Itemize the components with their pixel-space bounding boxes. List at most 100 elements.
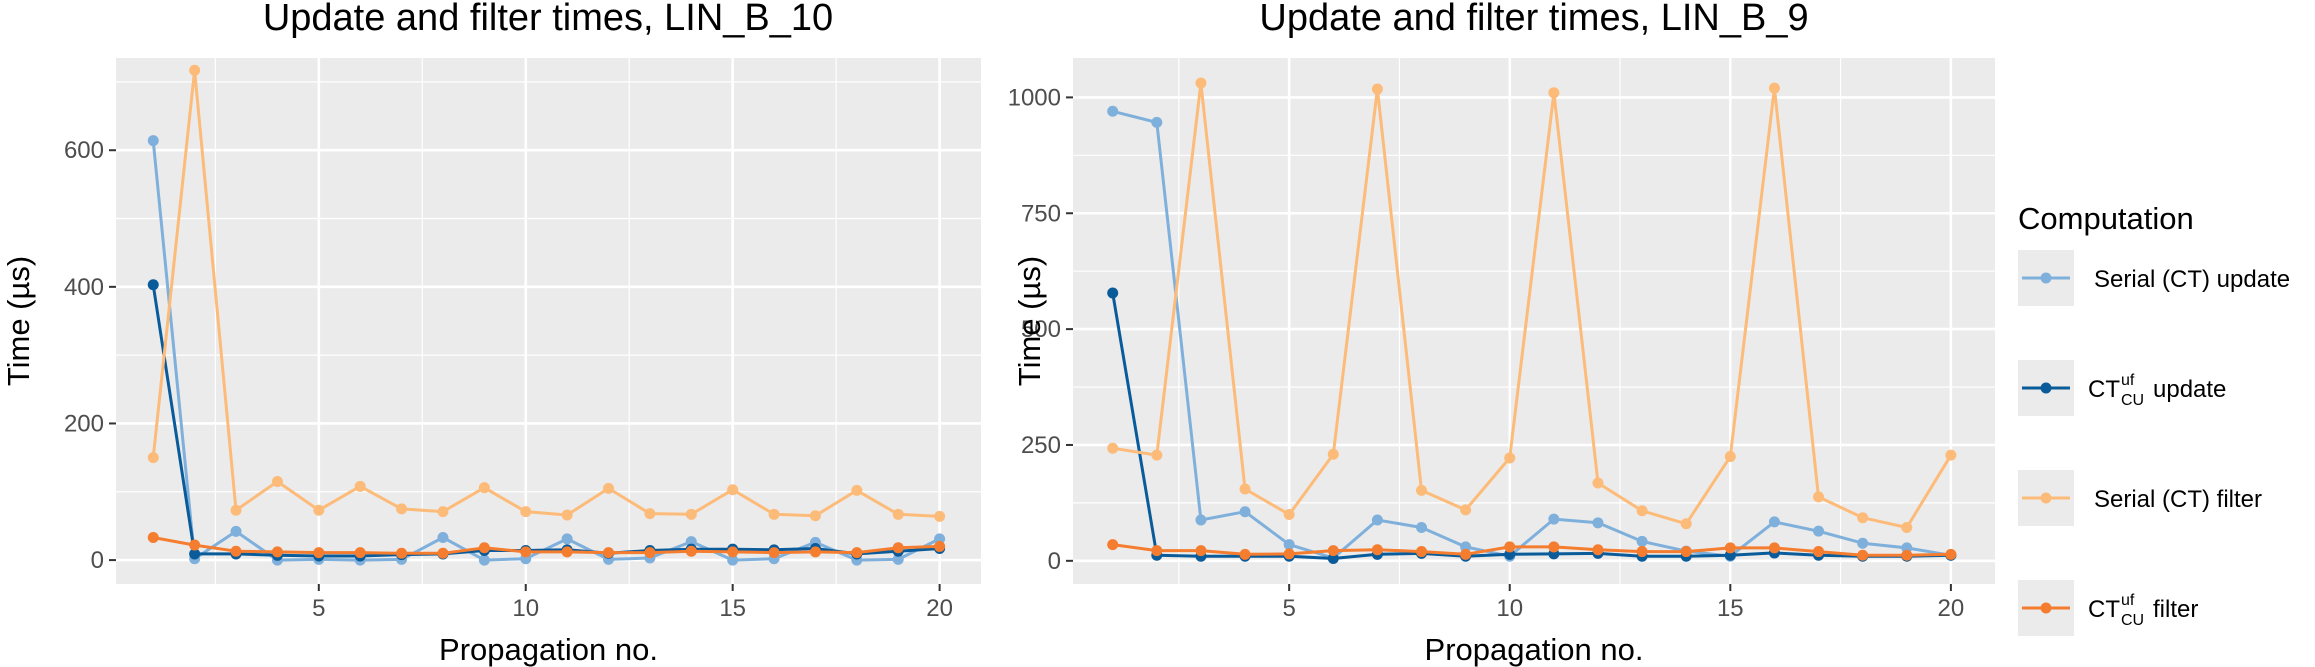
data-point <box>768 547 780 559</box>
data-point <box>313 504 325 516</box>
data-point <box>892 508 904 520</box>
data-point <box>934 510 946 522</box>
data-point <box>1416 484 1428 496</box>
data-point <box>230 504 242 516</box>
data-point <box>1151 116 1163 128</box>
series-1 <box>1107 105 1957 564</box>
data-point <box>147 532 159 544</box>
legend-label: CTuf CU update <box>2088 372 2226 409</box>
data-point <box>1239 506 1251 518</box>
data-point <box>1813 491 1825 503</box>
data-point <box>313 547 325 559</box>
data-point <box>189 548 201 560</box>
series-3 <box>1107 77 1957 533</box>
data-point <box>1327 545 1339 557</box>
series-line <box>1112 81 1953 529</box>
data-point <box>1283 539 1295 551</box>
x-tick-label: 20 <box>926 595 953 622</box>
data-point <box>1592 544 1604 556</box>
legend-title: Computation <box>2018 201 2194 236</box>
legend-key-point <box>2040 272 2052 284</box>
data-point <box>1327 448 1339 460</box>
data-point <box>271 546 283 558</box>
x-tick-label: 5 <box>1282 595 1295 622</box>
legend: Computation Serial (CT) update CTuf CU upda… <box>2018 201 2290 636</box>
data-point <box>1371 544 1383 556</box>
data-point <box>1107 442 1119 454</box>
data-point <box>1724 451 1736 463</box>
data-point <box>1195 514 1207 526</box>
y-tick-label: 500 <box>1021 316 1061 343</box>
data-point <box>685 536 697 548</box>
data-point <box>1768 542 1780 554</box>
data-point <box>603 482 615 494</box>
data-point <box>1195 77 1207 89</box>
y-tick-label: 600 <box>64 137 104 164</box>
data-point <box>520 546 532 558</box>
y-axis-title: Time (µs) <box>1 256 36 386</box>
data-point <box>1636 546 1648 558</box>
y-tick-label: 750 <box>1021 200 1061 227</box>
data-point <box>1592 477 1604 489</box>
series-line <box>151 68 940 518</box>
data-point <box>147 279 159 291</box>
data-point <box>478 482 490 494</box>
plot-background <box>116 58 981 584</box>
series-3 <box>147 64 946 522</box>
data-point <box>520 506 532 518</box>
y-tick-label: 200 <box>64 410 104 437</box>
data-point <box>851 484 863 496</box>
legend-key-point <box>2040 602 2052 614</box>
data-point <box>478 554 490 566</box>
data-point <box>1548 541 1560 553</box>
legend-entry-1: Serial (CT) update <box>2018 250 2290 306</box>
data-point <box>685 508 697 520</box>
data-point <box>1195 545 1207 557</box>
data-point <box>561 533 573 545</box>
legend-label: Serial (CT) update <box>2094 266 2290 293</box>
data-point <box>1107 105 1119 117</box>
data-point <box>1857 537 1869 549</box>
x-tick-label: 15 <box>1717 595 1744 622</box>
data-point <box>727 546 739 558</box>
chart-title: Update and filter times, LIN_B_9 <box>1259 0 1808 39</box>
data-point <box>1107 287 1119 299</box>
x-tick-label: 20 <box>1938 595 1965 622</box>
data-point <box>1768 82 1780 94</box>
data-point <box>1813 546 1825 558</box>
y-tick-label: 1000 <box>1008 84 1061 111</box>
data-point <box>934 540 946 552</box>
y-axis-title: Time (µs) <box>1012 256 1047 386</box>
x-tick-label: 15 <box>719 595 746 622</box>
x-tick-label: 10 <box>512 595 539 622</box>
data-point <box>1151 545 1163 557</box>
data-point <box>851 547 863 559</box>
data-point <box>892 553 904 565</box>
data-point <box>1636 505 1648 517</box>
data-point <box>1680 546 1692 558</box>
data-point <box>1945 449 1957 461</box>
data-point <box>1724 542 1736 554</box>
data-point <box>644 547 656 559</box>
legend-label: Serial (CT) filter <box>2094 486 2262 513</box>
x-tick-label: 5 <box>312 595 325 622</box>
data-point <box>727 484 739 496</box>
data-point <box>1151 449 1163 461</box>
y-tick-label: 0 <box>91 547 104 574</box>
data-point <box>561 546 573 558</box>
data-point <box>437 532 449 544</box>
data-point <box>768 508 780 520</box>
data-point <box>437 547 449 559</box>
data-point <box>354 547 366 559</box>
data-point <box>271 476 283 488</box>
data-point <box>1371 514 1383 526</box>
data-point <box>396 547 408 559</box>
y-tick-label: 0 <box>1048 548 1061 575</box>
data-point <box>727 554 739 566</box>
data-point <box>147 135 159 147</box>
data-point <box>1504 452 1516 464</box>
data-point <box>1857 549 1869 561</box>
data-point <box>1548 513 1560 525</box>
legend-key-point <box>2040 492 2052 504</box>
